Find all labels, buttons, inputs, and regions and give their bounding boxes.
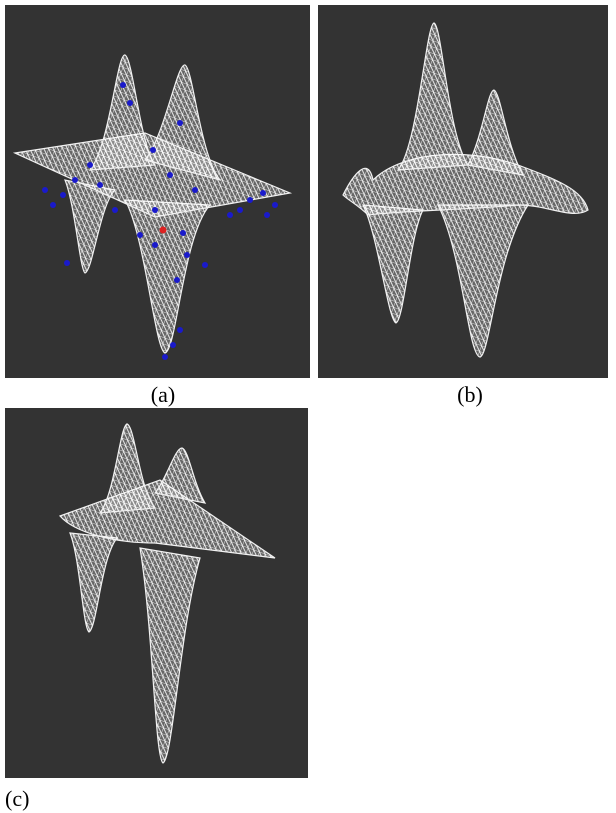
panel-label: (b) [457, 382, 483, 407]
highlight-point [160, 227, 167, 234]
panel-label: (c) [5, 786, 29, 811]
panel-a: (a) [5, 5, 310, 407]
figure: (a) (b) (c) [0, 0, 616, 813]
page: {"panels": [{"label": "(a)"}, {"label": … [0, 0, 616, 813]
panel-label: (a) [151, 382, 175, 407]
panel-b: (b) [318, 5, 608, 407]
panel-c: (c) [5, 408, 308, 811]
